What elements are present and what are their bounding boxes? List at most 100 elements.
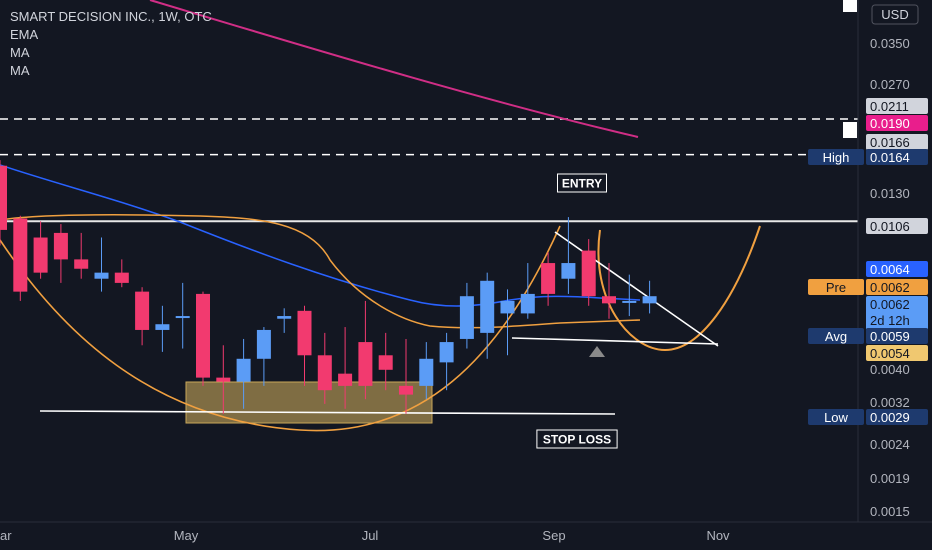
price-tick-label: 0.0130 <box>870 186 910 201</box>
entry-label-box <box>557 173 607 193</box>
time-tick-label: Nov <box>706 528 730 543</box>
candle-body <box>155 324 170 330</box>
price-tag-box <box>866 98 928 114</box>
currency-button-text: USD <box>881 7 908 22</box>
candle-body <box>256 329 271 359</box>
candle-body <box>602 296 616 304</box>
stop-loss-label-box <box>536 429 618 449</box>
time-tick-label: Jul <box>362 528 379 543</box>
candle-body <box>378 355 393 370</box>
candle-body <box>358 342 373 386</box>
price-tag: 0.0059 <box>866 328 928 344</box>
price-tag-value: 0.0166 <box>870 135 910 150</box>
stop-loss-label-text: STOP LOSS <box>543 433 611 447</box>
entry-label: ENTRY <box>557 173 607 193</box>
candle-body <box>53 232 68 260</box>
price-tag: 0.0106 <box>866 218 928 234</box>
time-axis-panel <box>0 522 932 550</box>
candle-body <box>277 316 292 319</box>
price-tag-value: 0.0211 <box>870 99 909 114</box>
indicator-ema: EMA <box>10 27 39 42</box>
candle-body <box>459 296 474 339</box>
price-tag-box <box>866 115 928 131</box>
candle-body <box>33 237 48 273</box>
candle-body <box>0 165 7 230</box>
candle-body <box>135 291 150 330</box>
price-tag-label: High <box>808 149 864 165</box>
price-tag-value: 0.0164 <box>870 150 910 165</box>
candle-body <box>520 293 535 314</box>
chart-legend: SMART DECISION INC., 1W, OTC EMA MA MA <box>10 8 212 80</box>
price-tag: 0.0029 <box>866 409 928 425</box>
price-tag-value: 0.0190 <box>870 116 910 131</box>
price-tick-label: 0.0032 <box>870 395 910 410</box>
price-tag-box <box>866 296 928 330</box>
price-tag-box <box>866 328 928 344</box>
price-tag-label: Avg <box>808 328 864 344</box>
price-tag-label-text: Low <box>824 410 848 425</box>
time-tick-label: ar <box>0 528 12 543</box>
candle-body <box>500 300 515 314</box>
price-tag-value: 0.0054 <box>870 346 910 361</box>
price-tag: 0.0164 <box>866 149 928 165</box>
candle-body <box>561 263 576 279</box>
price-tag-label-text: High <box>823 150 850 165</box>
stop-loss-label: STOP LOSS <box>536 429 618 449</box>
price-tick-label: 0.0040 <box>870 362 910 377</box>
price-tag-label-box <box>808 279 864 295</box>
indicator-ma-1: MA <box>10 45 30 60</box>
price-tick-label: 0.0024 <box>870 437 910 452</box>
price-tag: 0.0211 <box>866 98 928 114</box>
price-tag-countdown: 2d 12h <box>870 313 910 328</box>
symbol-title: SMART DECISION INC., 1W, OTC <box>10 9 212 24</box>
price-tag-label-text: Pre <box>826 280 846 295</box>
currency-button[interactable]: USD <box>871 4 919 25</box>
candle-body <box>94 272 109 279</box>
candle-body <box>480 280 495 333</box>
price-tick-label: 0.0270 <box>870 77 910 92</box>
price-tag-value: 0.0106 <box>870 219 910 234</box>
entry-label-text: ENTRY <box>562 177 602 191</box>
price-tag-label: Low <box>808 409 864 425</box>
price-tag-value: 0.0062 <box>870 280 910 295</box>
candle-body <box>338 373 353 386</box>
price-tag-box <box>866 409 928 425</box>
price-tag: 0.0190 <box>866 115 928 131</box>
candle-body <box>175 316 190 319</box>
ma-long-line <box>149 0 639 138</box>
price-tag: 0.0054 <box>866 345 928 361</box>
price-tag-box <box>866 345 928 361</box>
candle-body <box>419 358 434 386</box>
price-tag-box <box>866 149 928 165</box>
price-tick-label: 0.0015 <box>870 504 910 519</box>
support-zone <box>185 381 433 424</box>
price-tag-label-box <box>808 149 864 165</box>
candle-body <box>236 358 251 382</box>
price-tick-label: 0.0019 <box>870 471 910 486</box>
handle-arc <box>597 225 761 352</box>
label-badge <box>843 122 857 138</box>
price-tag-value: 0.0059 <box>870 329 910 344</box>
price-tag-box <box>866 279 928 295</box>
candle-body <box>297 310 312 356</box>
time-tick-label: Sep <box>542 528 565 543</box>
candle-body <box>196 293 210 378</box>
price-tag-box <box>866 134 928 150</box>
price-tick-label: 0.0350 <box>870 36 910 51</box>
currency-button-box <box>871 4 919 25</box>
price-tag-label-box <box>808 328 864 344</box>
price-tag-box <box>866 218 928 234</box>
time-tick-label: May <box>174 528 199 543</box>
cup-arc <box>0 225 561 432</box>
triangle-lower-line <box>511 337 719 345</box>
stop-loss-line <box>39 410 616 415</box>
candle-body <box>74 259 89 269</box>
price-tag-label-box <box>808 409 864 425</box>
candle-body <box>399 385 413 395</box>
price-tag-value: 0.0062 <box>870 297 910 312</box>
price-tag: 0.0064 <box>866 261 928 277</box>
